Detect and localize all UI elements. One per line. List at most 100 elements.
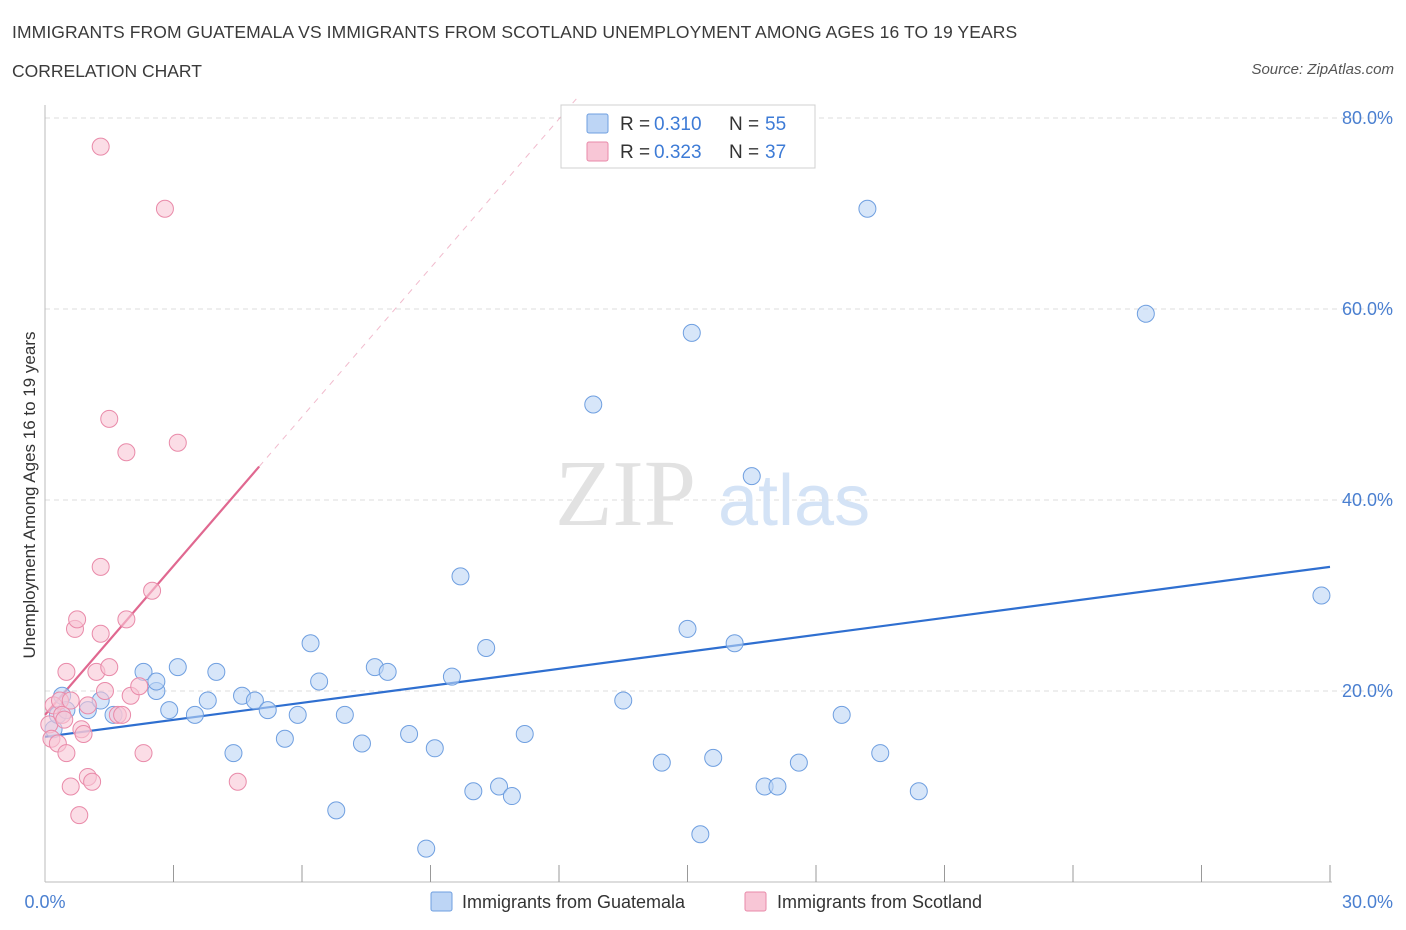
trend-line-scotland-extension (258, 98, 577, 467)
point-scotland (57, 744, 76, 763)
point-guatemala (198, 691, 217, 710)
trend-line-guatemala (44, 565, 1331, 738)
source-label: Source: ZipAtlas.com (1251, 61, 1394, 78)
legend-swatch-guatemala (586, 113, 609, 134)
point-guatemala (584, 395, 603, 414)
x-tick-label: 0.0% (24, 892, 65, 912)
point-guatemala (768, 777, 787, 796)
trend-lines (44, 98, 1331, 738)
point-guatemala (832, 705, 851, 724)
point-guatemala (327, 801, 346, 820)
chart-subtitle: CORRELATION CHART (12, 61, 202, 81)
point-scotland (100, 409, 119, 428)
point-guatemala (490, 777, 509, 796)
point-guatemala (335, 705, 354, 724)
point-scotland (117, 443, 136, 462)
point-guatemala (858, 199, 877, 218)
point-guatemala (725, 634, 744, 653)
point-scotland (113, 705, 132, 724)
point-guatemala (1136, 304, 1155, 323)
legend-r-label-1: R = (620, 114, 650, 135)
point-guatemala (502, 787, 521, 806)
watermark-atlas: atlas (718, 461, 870, 541)
point-guatemala (789, 753, 808, 772)
point-scotland (70, 806, 89, 825)
point-scotland (95, 682, 114, 700)
x-tick-labels: 0.0% 30.0% (24, 892, 1393, 912)
legend-r-value-2: 0.323 (654, 142, 702, 163)
point-guatemala (310, 672, 329, 691)
point-guatemala (378, 662, 397, 681)
point-guatemala (652, 753, 671, 772)
point-guatemala (417, 839, 436, 858)
point-scotland (57, 662, 76, 681)
legend-r-label-2: R = (620, 142, 650, 163)
correlation-legend: R = 0.310 N = 55 R = 0.323 N = 37 (560, 104, 816, 169)
point-guatemala (614, 691, 633, 710)
watermark: ZIP atlas (555, 442, 870, 546)
point-guatemala (288, 705, 307, 724)
point-guatemala (442, 667, 461, 686)
point-scotland (155, 199, 174, 218)
point-scotland (78, 696, 97, 715)
y-tick-label: 40.0% (1342, 490, 1393, 510)
point-guatemala (275, 729, 294, 748)
point-scotland (117, 610, 136, 629)
point-scotland (74, 724, 93, 743)
point-guatemala (207, 662, 226, 681)
point-scotland (134, 744, 153, 763)
series-legend: Immigrants from Guatemala Immigrants fro… (430, 891, 982, 912)
point-guatemala (678, 619, 697, 638)
grid-lines (45, 117, 1395, 692)
legend-r-value-1: 0.310 (654, 114, 702, 135)
y-tick-labels: 20.0% 40.0% 60.0% 80.0% (1342, 108, 1393, 701)
point-scotland (228, 772, 247, 791)
point-guatemala (464, 782, 483, 801)
point-guatemala (691, 825, 710, 844)
legend-swatch-scotland (586, 141, 609, 162)
legend-n-value-2: 37 (765, 142, 786, 163)
point-scotland (91, 557, 110, 576)
point-scotland (55, 710, 74, 729)
point-scotland (143, 581, 162, 600)
point-guatemala (425, 739, 444, 758)
data-points (40, 137, 1331, 858)
legend-n-value-1: 55 (765, 114, 786, 135)
point-guatemala (909, 782, 928, 801)
point-guatemala (258, 701, 277, 720)
bottom-legend-label-guatemala: Immigrants from Guatemala (462, 892, 686, 912)
y-tick-label: 60.0% (1342, 299, 1393, 319)
point-scotland (91, 624, 110, 643)
point-guatemala (224, 744, 243, 763)
point-guatemala (1312, 586, 1331, 605)
point-guatemala (742, 467, 761, 486)
point-guatemala (704, 748, 723, 767)
point-scotland (91, 137, 110, 156)
watermark-zip: ZIP (555, 442, 696, 546)
y-tick-label: 20.0% (1342, 681, 1393, 701)
point-guatemala (352, 734, 371, 753)
point-guatemala (245, 691, 264, 710)
bottom-legend-label-scotland: Immigrants from Scotland (777, 892, 982, 912)
point-guatemala (400, 724, 419, 743)
axes (44, 105, 1332, 883)
legend-n-label-2: N = (729, 142, 759, 163)
point-guatemala (477, 639, 496, 658)
point-scotland (68, 610, 87, 629)
point-scotland (83, 772, 102, 791)
point-guatemala (147, 672, 166, 691)
point-guatemala (682, 323, 701, 342)
point-guatemala (185, 705, 204, 724)
bottom-legend-swatch-guatemala (430, 891, 453, 912)
y-tick-label: 80.0% (1342, 108, 1393, 128)
point-guatemala (168, 658, 187, 677)
y-axis-label: Unemployment Among Ages 16 to 19 years (20, 332, 39, 659)
legend-n-label-1: N = (729, 114, 759, 135)
point-guatemala (515, 724, 534, 743)
point-scotland (61, 691, 80, 710)
point-scotland (61, 777, 80, 796)
point-scotland (168, 433, 187, 452)
point-guatemala (160, 701, 179, 720)
point-guatemala (301, 634, 320, 653)
